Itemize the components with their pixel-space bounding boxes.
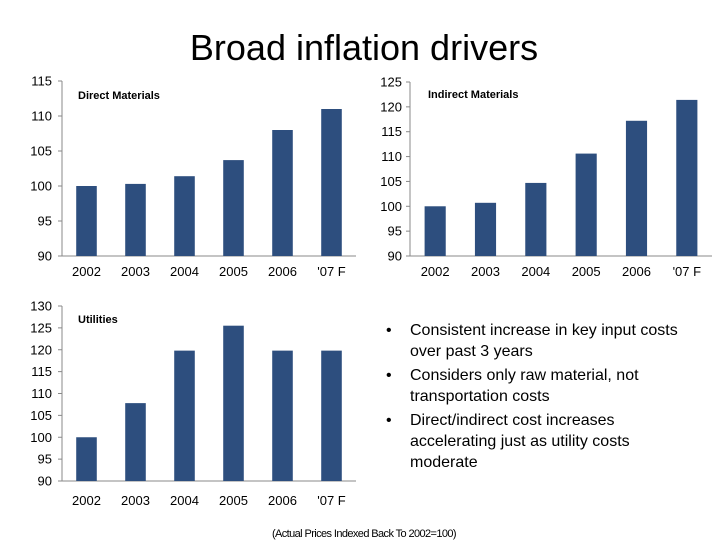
y-tick-label: 125 — [30, 320, 52, 335]
x-tick-label: 2003 — [121, 493, 150, 508]
bullet-item: • Consistent increase in key input costs … — [380, 320, 700, 362]
x-tick-label: 2002 — [72, 493, 101, 508]
y-tick-label: 125 — [380, 75, 402, 90]
y-tick-label: 105 — [30, 144, 52, 159]
bullet-list: • Consistent increase in key input costs … — [380, 320, 700, 476]
footnote: (Actual Prices Indexed Back To 2002=100) — [271, 528, 457, 540]
x-tick-label: 2003 — [121, 264, 150, 279]
bullet-dot-icon: • — [386, 322, 392, 339]
y-tick-label: 110 — [31, 386, 52, 401]
bar — [272, 350, 293, 481]
x-tick-label: 2005 — [219, 493, 248, 508]
x-tick-label: 2003 — [471, 264, 500, 279]
bullet-item: • Considers only raw material, not transp… — [380, 365, 700, 407]
bullet-text: Consistent increase in key input costs o… — [410, 322, 678, 360]
y-tick-label: 115 — [381, 124, 402, 139]
bar — [272, 130, 293, 256]
bullet-text: Considers only raw material, not transpo… — [410, 367, 639, 405]
bar — [321, 350, 342, 481]
bar — [76, 186, 97, 256]
y-tick-label: 130 — [30, 299, 52, 314]
y-tick-label: 100 — [30, 430, 52, 445]
x-tick-label: 2006 — [268, 264, 297, 279]
bar — [474, 202, 497, 256]
chart-title: Indirect Materials — [428, 89, 518, 101]
y-tick-label: 110 — [31, 109, 52, 124]
x-tick-label: 2005 — [219, 264, 248, 279]
y-tick-label: 110 — [381, 149, 402, 164]
bar — [525, 182, 547, 256]
y-tick-label: 100 — [30, 179, 52, 194]
y-tick-label: 95 — [388, 224, 402, 239]
x-tick-label: 2004 — [521, 264, 550, 279]
x-tick-label: 2006 — [622, 264, 651, 279]
bar — [223, 325, 244, 481]
y-tick-label: 95 — [38, 452, 52, 467]
bar — [223, 160, 244, 256]
x-tick-label: 2006 — [268, 493, 297, 508]
y-tick-label: 115 — [31, 74, 52, 89]
y-tick-label: 105 — [30, 408, 52, 423]
bullet-dot-icon: • — [386, 367, 392, 384]
x-tick-label: 2004 — [170, 264, 199, 279]
chart-title: Utilities — [78, 314, 118, 326]
x-tick-label: '07 F — [673, 264, 702, 279]
bar — [125, 403, 146, 481]
y-tick-label: 120 — [30, 342, 52, 357]
x-tick-label: '07 F — [317, 493, 346, 508]
x-tick-label: 2004 — [170, 493, 199, 508]
y-tick-label: 90 — [38, 474, 52, 489]
bar — [76, 437, 97, 481]
y-tick-label: 90 — [38, 249, 52, 264]
bar — [174, 176, 195, 256]
x-tick-label: 2002 — [72, 264, 101, 279]
x-tick-label: 2005 — [572, 264, 601, 279]
y-tick-label: 100 — [380, 199, 402, 214]
chart-title: Direct Materials — [78, 90, 160, 102]
bar — [174, 350, 195, 481]
x-tick-label: '07 F — [317, 264, 346, 279]
y-tick-label: 120 — [380, 99, 402, 114]
bar — [321, 109, 342, 256]
bar — [625, 120, 648, 256]
bar — [424, 206, 446, 256]
bar — [125, 183, 146, 256]
slide-title: Broad inflation drivers — [189, 27, 539, 68]
y-tick-label: 105 — [380, 174, 402, 189]
bar — [676, 99, 698, 256]
bullet-text: Direct/indirect cost increases accelerat… — [410, 412, 630, 471]
bullet-item: • Direct/indirect cost increases accelera… — [380, 410, 700, 473]
bar — [575, 153, 597, 256]
x-tick-label: 2002 — [421, 264, 450, 279]
y-tick-label: 90 — [388, 249, 402, 264]
bullet-dot-icon: • — [386, 412, 392, 429]
y-tick-label: 95 — [38, 214, 52, 229]
y-tick-label: 115 — [31, 364, 52, 379]
